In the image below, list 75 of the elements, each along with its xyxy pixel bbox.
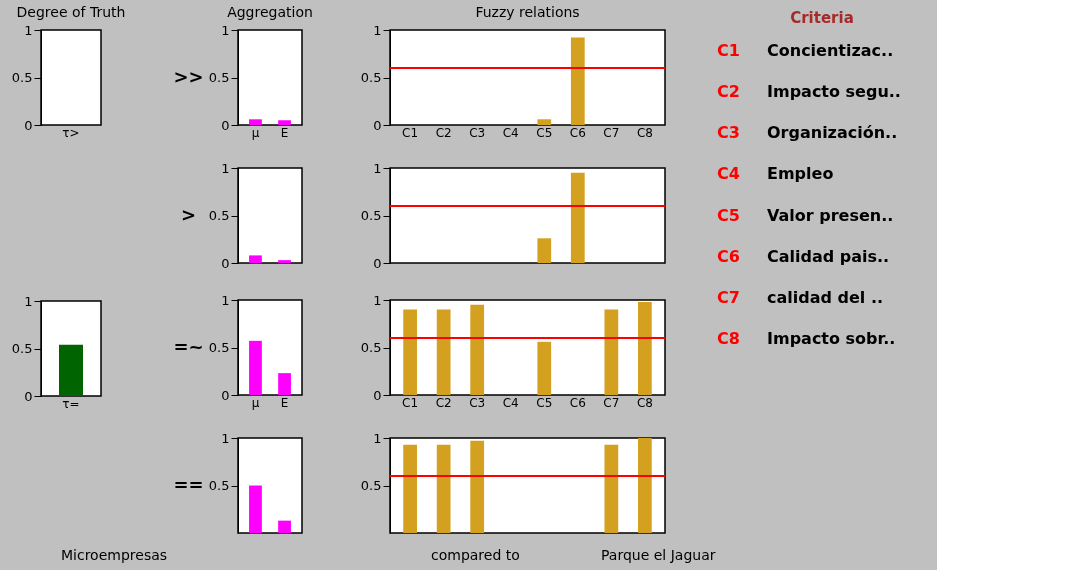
x-tick-label: C8 [636, 125, 653, 140]
text: C3 Organización.. [717, 123, 898, 143]
text: C7 calidad del .. [717, 288, 884, 308]
bar [436, 309, 451, 395]
text: Microempresas [61, 547, 168, 563]
y-tick-label: 1 [373, 292, 382, 308]
x-tick-label: C8 [636, 395, 653, 410]
y-tick-label: 1 [221, 22, 230, 38]
x-tick-label: τ= [62, 396, 80, 411]
y-axis-title: >> [173, 66, 204, 87]
bar [403, 309, 417, 395]
chart-title: Fuzzy relations [475, 4, 580, 20]
text: C4 Empleo [717, 164, 834, 184]
y-axis-title: == [173, 474, 204, 495]
y-tick-label: 0.5 [208, 208, 230, 223]
text: C1 Concientizac.. [717, 40, 894, 60]
y-tick-label: 0 [221, 117, 230, 133]
y-axis-title: > [180, 204, 197, 225]
y-tick-label: 0.5 [208, 340, 230, 355]
y-tick-label: 0.5 [360, 208, 382, 223]
x-tick-label: C3 [469, 125, 486, 140]
x-tick-label: μ [251, 395, 260, 410]
y-tick-label: 0 [373, 117, 382, 133]
x-tick-label: C2 [435, 125, 452, 140]
chart-title: Degree of Truth [16, 4, 126, 20]
x-tick-label: C3 [469, 395, 486, 410]
x-tick-label: C2 [435, 395, 452, 410]
bar [638, 301, 652, 395]
y-tick-label: 1 [373, 430, 382, 446]
y-tick-label: 0.5 [208, 70, 230, 85]
chart-title: Aggregation [227, 4, 313, 20]
y-tick-label: 1 [373, 22, 382, 38]
x-tick-label: C4 [502, 395, 519, 410]
y-tick-label: 0.5 [360, 70, 382, 85]
text: compared to [431, 547, 520, 563]
x-tick-label: μ [251, 125, 260, 140]
text: Criteria [790, 9, 854, 27]
y-tick-label: 1 [221, 292, 230, 308]
y-tick-label: 0 [221, 387, 230, 403]
x-tick-label: E [280, 125, 289, 140]
bar [470, 304, 485, 395]
x-tick-label: E [280, 395, 289, 410]
x-tick-label: C6 [569, 125, 586, 140]
x-tick-label: C4 [502, 125, 519, 140]
y-tick-label: 0.5 [11, 70, 33, 85]
text: C8 Impacto sobr.. [717, 329, 896, 349]
y-tick-label: 1 [221, 430, 230, 446]
x-tick-label: C1 [402, 395, 419, 410]
y-tick-label: 0 [24, 117, 33, 133]
y-tick-label: 0 [373, 387, 382, 403]
x-tick-label: C5 [536, 125, 553, 140]
x-tick-label: τ> [62, 125, 80, 140]
y-tick-label: 0.5 [208, 478, 230, 493]
y-tick-label: 1 [373, 160, 382, 176]
y-tick-label: 0 [373, 255, 382, 271]
y-axis-title: =~ [173, 336, 204, 357]
y-tick-label: 0.5 [11, 341, 33, 356]
y-tick-label: 1 [24, 22, 33, 38]
y-tick-label: 1 [221, 160, 230, 176]
text: Parque el Jaguar [601, 547, 716, 563]
x-tick-label: C5 [536, 395, 553, 410]
y-tick-label: 0 [24, 388, 33, 404]
x-tick-label: C1 [402, 125, 419, 140]
text: C6 Calidad pais.. [717, 246, 890, 266]
text: C5 Valor presen.. [717, 205, 894, 225]
x-tick-label: C7 [603, 395, 620, 410]
bar [604, 309, 619, 395]
x-tick-label: C7 [603, 125, 620, 140]
bar [537, 341, 552, 395]
y-tick-label: 0 [221, 255, 230, 271]
y-tick-label: 1 [24, 293, 33, 309]
y-tick-label: 0.5 [360, 340, 382, 355]
y-tick-label: 0.5 [360, 478, 382, 493]
text: C2 Impacto segu.. [717, 81, 901, 101]
x-tick-label: C6 [569, 395, 586, 410]
